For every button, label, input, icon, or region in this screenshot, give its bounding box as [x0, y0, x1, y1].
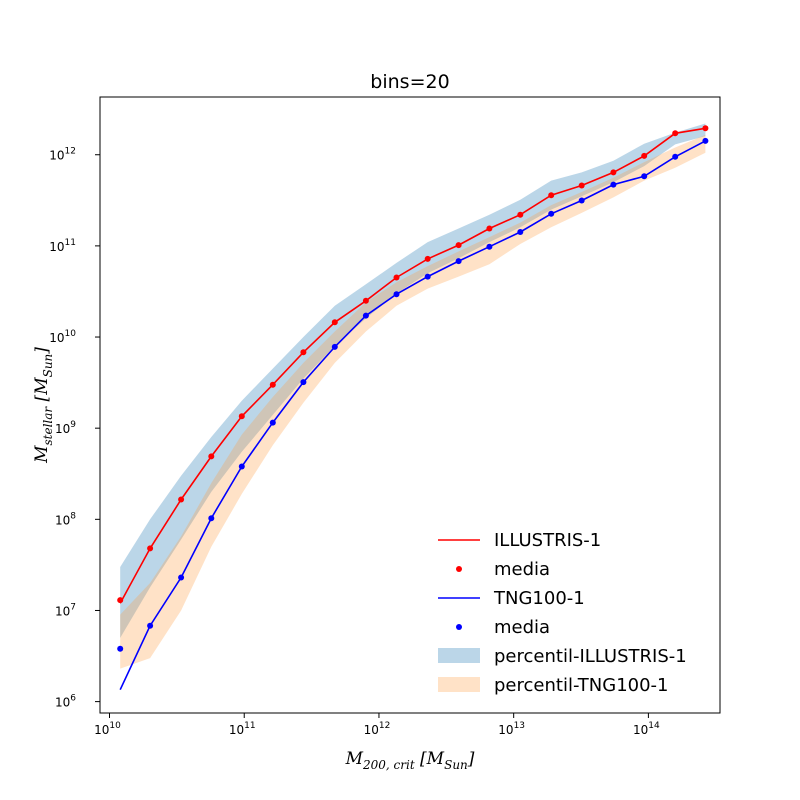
data-point: [178, 496, 185, 503]
data-point: [672, 153, 679, 160]
series-line-0: [119, 127, 706, 604]
x-tick-label: 1012: [364, 721, 391, 737]
y-axis-ticks: 106 107 108 109 1010 1011 1012: [49, 147, 100, 710]
legend-label: TNG100-1: [493, 588, 585, 609]
y-tick-label: 106: [55, 694, 76, 710]
percentile-bands: [120, 123, 706, 669]
data-point: [208, 453, 215, 460]
data-point: [117, 645, 124, 652]
legend-point-swatch: [456, 624, 462, 630]
data-point: [147, 622, 154, 629]
data-point: [147, 545, 154, 552]
y-tick-label: 1012: [49, 147, 76, 163]
x-tick-label: 1011: [229, 721, 256, 737]
band-1: [120, 134, 706, 669]
data-point: [672, 130, 679, 137]
data-point: [269, 381, 276, 388]
data-point: [641, 173, 648, 180]
data-point: [486, 225, 493, 232]
data-point: [300, 349, 307, 356]
legend-label: percentil-ILLUSTRIS-1: [494, 646, 687, 667]
legend-label: media: [494, 617, 550, 638]
x-tick-label: 1014: [633, 721, 660, 737]
series-line-2: [119, 140, 706, 691]
data-point: [393, 291, 400, 298]
data-point: [269, 419, 276, 426]
x-tick-label: 1013: [498, 721, 525, 737]
data-point: [517, 211, 524, 218]
data-point: [610, 181, 617, 188]
data-point: [362, 312, 369, 319]
data-point: [362, 297, 369, 304]
band-0: [120, 123, 706, 638]
data-point: [702, 125, 709, 132]
data-point: [424, 273, 431, 280]
data-point: [455, 258, 462, 265]
data-point: [455, 242, 462, 249]
data-point: [300, 379, 307, 386]
data-point: [208, 515, 215, 522]
legend-label: media: [494, 559, 550, 580]
y-tick-label: 1011: [49, 238, 76, 254]
x-axis-ticks: 1010 1011 1012 1013 1014: [94, 713, 660, 737]
data-point: [578, 197, 585, 204]
axes-frame: [99, 96, 721, 714]
data-point: [424, 255, 431, 262]
legend-point-swatch: [456, 566, 462, 572]
y-tick-label: 107: [55, 602, 76, 618]
y-tick-label: 1010: [49, 329, 76, 345]
data-point: [238, 463, 245, 470]
data-point: [517, 229, 524, 235]
data-point: [548, 192, 555, 199]
x-tick-label: 1010: [94, 721, 121, 737]
legend: ILLUSTRIS-1 media TNG100-1 media percentil-I…: [438, 530, 687, 696]
y-axis-label: Mstellar [MSun]: [32, 347, 55, 464]
data-point: [702, 137, 709, 144]
data-point: [486, 243, 493, 250]
legend-patch-swatch: [438, 648, 480, 663]
data-point: [331, 319, 338, 326]
x-axis-label: M200, crit [MSun]: [345, 749, 475, 772]
data-point: [178, 574, 185, 581]
data-point: [548, 210, 555, 217]
y-tick-label: 109: [55, 420, 76, 436]
series-points: [117, 125, 709, 652]
data-point: [610, 169, 617, 176]
series-lines: [119, 127, 706, 691]
data-point: [578, 182, 585, 189]
legend-label: percentil-TNG100-1: [494, 675, 669, 696]
legend-patch-swatch: [438, 677, 480, 692]
data-point: [117, 597, 124, 604]
y-tick-label: 108: [55, 511, 76, 527]
data-point: [238, 413, 245, 420]
data-point: [393, 274, 400, 281]
data-point: [331, 343, 338, 350]
legend-label: ILLUSTRIS-1: [494, 530, 601, 551]
chart-title: bins=20: [370, 71, 449, 93]
data-point: [641, 152, 648, 159]
